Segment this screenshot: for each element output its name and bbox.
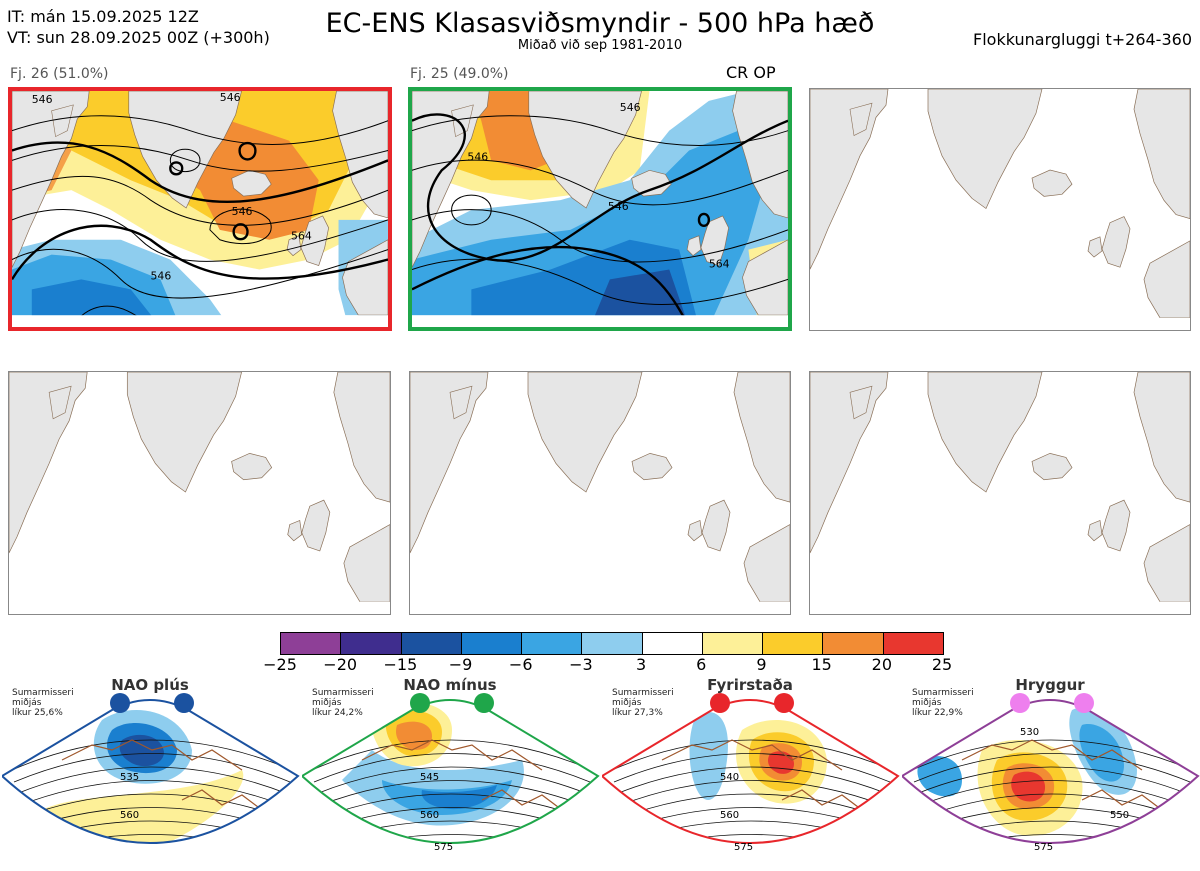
regime-contour-label: 575 <box>734 842 753 853</box>
regime-title: NAO plús <box>111 676 189 694</box>
contour-label: 564 <box>160 315 181 327</box>
empty-map-5 <box>409 371 791 615</box>
regime-contour-label: 535 <box>120 772 139 783</box>
panel-1-label: Fj. 26 (51.0%) <box>10 66 109 82</box>
valid-time: VT: sun 28.09.2025 00Z (+300h) <box>7 28 270 47</box>
regime-marker <box>774 693 794 713</box>
regime-contour-label: 560 <box>720 810 739 821</box>
regime-contour-label: 575 <box>434 842 453 853</box>
regime-marker <box>174 693 194 713</box>
colorbar-tick-label: 6 <box>696 655 707 674</box>
colorbar-segment <box>461 633 523 654</box>
regime-marker <box>410 693 430 713</box>
empty-map-4 <box>8 371 391 615</box>
contour-label: 564 <box>560 315 581 327</box>
colorbar-segment <box>883 633 943 654</box>
regime-title: NAO mínus <box>403 676 497 694</box>
regime-marker <box>1010 693 1030 713</box>
colorbar-segment <box>642 633 703 654</box>
regime-contour-label: 575 <box>1034 842 1053 853</box>
colorbar-segment <box>582 633 643 654</box>
regime-map: 535 560 <box>2 693 300 844</box>
colorbar-tick-label: −15 <box>383 655 418 674</box>
colorbar-tick-label: 9 <box>756 655 767 674</box>
cluster-map-1: 546 546 546 564 564 546 <box>8 87 392 331</box>
cluster-map-1-plot: 546 546 546 564 564 546 <box>12 91 388 327</box>
contour-label: 546 <box>620 101 641 114</box>
colorbar-segment <box>401 633 462 654</box>
empty-map-6 <box>809 371 1191 615</box>
regime-mean: miðjás <box>912 698 942 708</box>
regime-contour-label: 560 <box>120 810 139 821</box>
contour-label: 546 <box>232 205 253 218</box>
colorbar-segment <box>763 633 824 654</box>
regime-wedge <box>902 699 1200 844</box>
contour-label: 546 <box>32 93 53 106</box>
regime-prob: líkur 25,6% <box>12 708 63 718</box>
cluster-map-2-plot: 546 546 546 564 564 <box>412 91 788 327</box>
regime-wedge <box>2 699 300 844</box>
regime-contour-label: 560 <box>420 810 439 821</box>
header-left: IT: mán 15.09.2025 12Z VT: sun 28.09.202… <box>7 6 270 48</box>
regime-prob: líkur 24,2% <box>312 708 363 718</box>
colorbar-tick-label: 20 <box>871 655 892 674</box>
regime-marker <box>110 693 130 713</box>
regime-mean: miðjás <box>612 698 642 708</box>
regime-title: Fyrirstaða <box>707 676 793 694</box>
regime-info: Sumarmisseri miðjás líkur 24,2% <box>312 688 374 718</box>
classification-window: Flokkunargluggi t+264-360 <box>973 30 1192 49</box>
page-title: EC-ENS Klasasviðsmyndir - 500 hPa hæð <box>325 8 875 39</box>
colorbar-segment <box>702 633 764 654</box>
regime-info: Sumarmisseri miðjás líkur 27,3% <box>612 688 674 718</box>
regime-marker <box>710 693 730 713</box>
regime-contour-label: 550 <box>1110 810 1129 821</box>
regime-season: Sumarmisseri <box>612 688 674 698</box>
contour-label: 546 <box>220 91 241 104</box>
colorbar-segment <box>281 633 342 654</box>
colorbar-tick-label: −3 <box>569 655 593 674</box>
panel-2-tag: CR OP <box>726 63 776 82</box>
regime-info: Sumarmisseri miðjás líkur 22,9% <box>912 688 974 718</box>
colorbar-segment <box>522 633 583 654</box>
regime-mean: miðjás <box>12 698 42 708</box>
colorbar-tick-label: 15 <box>811 655 832 674</box>
cluster-map-2: 546 546 546 564 564 <box>408 87 792 331</box>
colorbar-tick-label: −6 <box>508 655 533 674</box>
regime-title: Hryggur <box>1015 676 1085 694</box>
regime-contour-label: 540 <box>720 772 739 783</box>
regime-wedge <box>602 699 900 844</box>
colorbar-tick-label: −20 <box>323 655 358 674</box>
regime-contour-label: 545 <box>420 772 439 783</box>
colorbar-segment <box>823 633 884 654</box>
regime-map: 530 550 575 <box>902 693 1200 853</box>
colorbar-tick-label: −25 <box>263 655 297 674</box>
regime-marker <box>1074 693 1094 713</box>
colorbar <box>280 632 944 655</box>
regime-contour-label: 530 <box>1020 727 1039 738</box>
page-subtitle: Miðað við sep 1981-2010 <box>517 38 683 53</box>
regime-wedge <box>302 699 600 844</box>
regime-season: Sumarmisseri <box>312 688 374 698</box>
regime-prob: líkur 27,3% <box>612 708 663 718</box>
regime-map: 545 560 575 <box>302 693 600 853</box>
colorbar-tick-label: −9 <box>448 655 473 674</box>
regime-prob: líkur 22,9% <box>912 708 963 718</box>
contour-label: 546 <box>608 200 629 213</box>
colorbar-tick-label: 3 <box>635 655 647 674</box>
empty-map-3 <box>809 88 1191 331</box>
contour-label: 546 <box>467 150 488 163</box>
panel-2-label: Fj. 25 (49.0%) <box>410 66 509 82</box>
contour-label: 564 <box>709 257 730 270</box>
regime-season: Sumarmisseri <box>912 688 974 698</box>
colorbar-tick-label: 25 <box>931 655 953 674</box>
regime-mean: miðjás <box>312 698 342 708</box>
regime-info: Sumarmisseri miðjás líkur 25,6% <box>12 688 74 718</box>
colorbar-segment <box>341 633 402 654</box>
contour-label: 546 <box>151 269 172 282</box>
regime-map: 540 560 575 <box>602 693 900 853</box>
regime-season: Sumarmisseri <box>12 688 74 698</box>
init-time: IT: mán 15.09.2025 12Z <box>7 7 199 26</box>
regime-marker <box>474 693 494 713</box>
contour-label: 564 <box>291 230 312 243</box>
